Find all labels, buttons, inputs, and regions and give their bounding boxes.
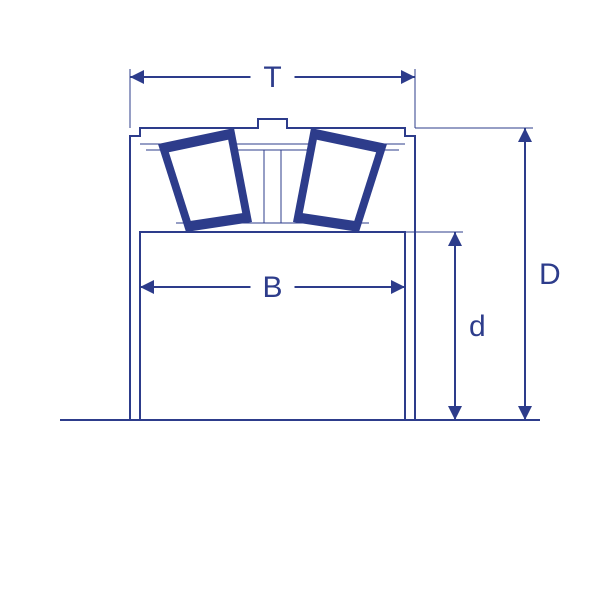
- bearing-diagram: T Bd D: [0, 0, 600, 600]
- svg-text:d: d: [469, 310, 486, 343]
- svg-text:D: D: [539, 258, 561, 291]
- svg-text:T: T: [263, 61, 281, 94]
- svg-text:B: B: [262, 271, 282, 304]
